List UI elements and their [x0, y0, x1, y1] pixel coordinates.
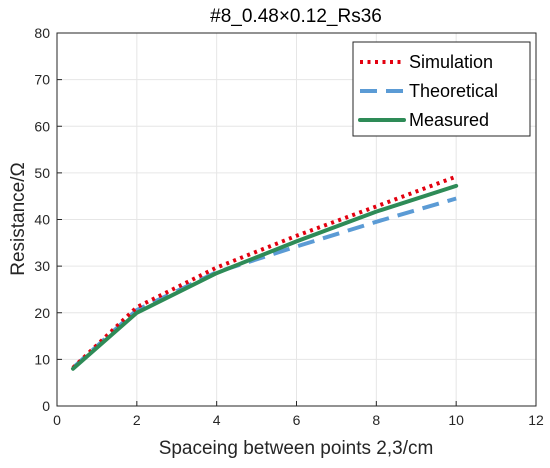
series-line-measured: [71, 183, 459, 371]
y-tick-label: 0: [42, 398, 50, 414]
x-tick-labels: 0 2 4 6 8 10 12: [53, 412, 544, 428]
legend-label-simulation: Simulation: [409, 52, 493, 72]
y-tick-labels: 0 10 20 30 40 50 60 70 80: [34, 25, 50, 414]
y-tick-label: 30: [34, 258, 50, 274]
legend: Simulation Theoretical Measured: [352, 41, 531, 137]
x-tick-label: 8: [372, 412, 380, 428]
legend-label-theoretical: Theoretical: [409, 81, 498, 101]
y-tick-label: 70: [34, 72, 50, 88]
x-tick-label: 4: [213, 412, 221, 428]
x-tick-label: 2: [133, 412, 141, 428]
chart-title: #8_0.48×0.12_Rs36: [210, 6, 382, 27]
y-axis-title: Resistance/Ω: [8, 162, 29, 275]
x-tick-label: 10: [448, 412, 464, 428]
legend-label-measured: Measured: [409, 110, 489, 130]
y-tick-label: 40: [34, 212, 50, 228]
plot-frame: [56, 32, 537, 407]
y-tick-label: 50: [34, 165, 50, 181]
y-tick-label: 10: [34, 351, 50, 367]
y-tick-label: 80: [34, 25, 50, 41]
x-tick-label: 12: [528, 412, 544, 428]
x-tick-label: 6: [293, 412, 301, 428]
y-tick-label: 60: [34, 118, 50, 134]
series-line-simulation: [71, 174, 457, 370]
y-tick-label: 20: [34, 305, 50, 321]
series-layer: [71, 174, 459, 371]
x-axis-title: Spaceing between points 2,3/cm: [159, 438, 434, 459]
x-tick-label: 0: [53, 412, 61, 428]
